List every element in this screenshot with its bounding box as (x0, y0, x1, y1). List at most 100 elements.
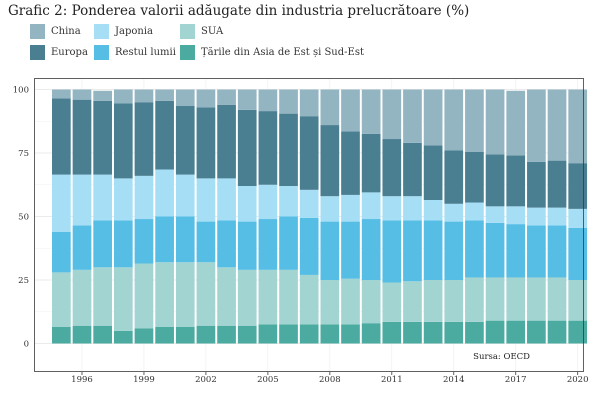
bar-segment (527, 320, 546, 344)
bar-segment (93, 325, 112, 344)
bar-segment (485, 277, 505, 321)
bar-segment (93, 174, 112, 221)
bar-segment (196, 221, 216, 263)
bar-segment (341, 324, 360, 344)
bar-segment (320, 280, 340, 325)
y-tick-label: 50 (18, 213, 29, 223)
bar-segment (568, 163, 588, 209)
bar-segment (382, 139, 402, 197)
bar-segment (341, 89, 360, 132)
bar-segment (93, 220, 112, 268)
bar-segment (320, 125, 340, 197)
bar-segment (382, 220, 402, 283)
bar-segment (217, 178, 236, 221)
bar-segment (444, 89, 464, 151)
bar-segment (52, 98, 71, 175)
bar-segment (279, 89, 298, 114)
bar-segment (465, 151, 484, 203)
bar-segment (527, 161, 546, 208)
bar-segment (258, 324, 278, 344)
legend-item-japonia: Japonia (94, 24, 153, 39)
bar-segment (299, 189, 319, 218)
bar-segment (320, 221, 340, 280)
legend-swatch-china (30, 24, 45, 39)
bar-segment (279, 113, 298, 187)
bar-segment (547, 225, 567, 278)
bar-segment (423, 321, 443, 344)
bar-segment (506, 277, 526, 321)
bar-segment (465, 321, 484, 344)
bar-segment (568, 89, 588, 164)
bar-segment (155, 89, 174, 101)
legend-swatch-japonia (94, 24, 109, 39)
bar-segment (155, 169, 174, 217)
bar-segment (237, 221, 257, 270)
plot-border (34, 78, 584, 372)
chart-legend: China Japonia SUA Europa Restul lumii Ță… (30, 24, 370, 68)
bar-segment (258, 111, 278, 185)
bar-segment (175, 216, 195, 263)
bar-segment (403, 321, 422, 344)
bar-segment (299, 217, 319, 275)
bar-segment (237, 269, 257, 326)
legend-item-china: China (30, 24, 81, 39)
legend-swatch-asia-est-sud-est (180, 45, 195, 60)
bar-segment (93, 100, 112, 175)
bar-segment (217, 104, 236, 179)
bar-segment (403, 89, 422, 143)
bar-segment (175, 174, 195, 217)
legend-swatch-restul-lumii (94, 45, 109, 60)
bar-segment (258, 269, 278, 325)
legend-label-sua: SUA (201, 26, 224, 37)
bar-segment (485, 89, 505, 155)
bar-segment (485, 154, 505, 207)
legend-label-japonia: Japonia (115, 26, 153, 37)
legend-label-europa: Europa (51, 47, 88, 58)
x-tick-label: 1996 (71, 375, 93, 385)
bar-segment (341, 221, 360, 279)
bar-segment (52, 231, 71, 273)
bar-segment (444, 203, 464, 222)
bar-segment (320, 89, 340, 126)
bar-segment (134, 263, 154, 329)
y-tick-label: 100 (13, 86, 29, 96)
bar-segment (72, 99, 92, 175)
bar-segment (217, 220, 236, 268)
bar-segment (279, 216, 298, 270)
bar-segment (52, 89, 71, 99)
bar-segment (299, 274, 319, 325)
x-tick-label: 2002 (195, 375, 217, 385)
bar-segment (444, 321, 464, 344)
bar-segment (382, 89, 402, 140)
bar-segment (299, 324, 319, 344)
legend-item-sua: SUA (180, 24, 223, 39)
bar-segment (175, 326, 195, 344)
bar-segment (72, 269, 92, 326)
bar-segment (113, 267, 133, 331)
bar-segment (93, 267, 112, 326)
bar-segment (237, 109, 257, 187)
bar-segment (465, 89, 484, 152)
bar-segment (341, 131, 360, 195)
bar-segment (113, 220, 133, 268)
bar-segment (196, 325, 216, 344)
x-tick-label: 2020 (567, 375, 589, 385)
bar-segment (196, 262, 216, 326)
bar-segment (382, 196, 402, 221)
bar-segment (506, 155, 526, 207)
bar-segment (175, 89, 195, 107)
x-tick-label: 2014 (443, 375, 465, 385)
bar-segment (341, 194, 360, 222)
bar-segment (155, 216, 174, 263)
bar-segment (155, 326, 174, 344)
bar-segment (52, 174, 71, 232)
bar-segment (361, 219, 381, 280)
bar-segment (485, 222, 505, 278)
bar-segment (279, 186, 298, 217)
bar-segment (113, 89, 133, 104)
bar-segment (547, 160, 567, 208)
bar-segment (72, 89, 92, 100)
bar-segment (403, 220, 422, 282)
axes: 0 25 50 75 100 1996 1999 2002 2005 2008 2011 2014 20… (13, 78, 589, 385)
bar-segment (423, 89, 443, 146)
